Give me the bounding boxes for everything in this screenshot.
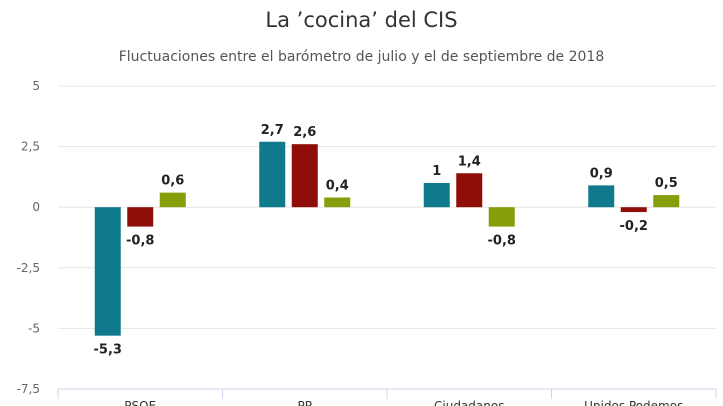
y-tick-label: 5 [32,79,40,93]
x-category-label: Unidos Podemos [584,399,683,406]
y-tick-label: -2,5 [17,261,40,275]
bar [620,207,647,213]
data-label: -0,8 [126,234,154,249]
chart-title: La ’cocina’ del CIS [265,8,458,32]
bar [291,144,318,208]
chart-subtitle: Fluctuaciones entre el barómetro de juli… [118,49,605,65]
data-label: -5,3 [94,343,122,358]
data-label: 1 [432,164,441,179]
data-label: 0,4 [326,179,349,194]
data-label: -0,2 [620,219,648,234]
bar [324,197,351,208]
data-label: 0,9 [590,166,613,181]
data-label: 0,6 [161,174,184,189]
x-category-label: PSOE [124,399,156,406]
bar [259,141,286,208]
x-category-label: PP [298,399,312,406]
data-label: 0,5 [655,176,678,191]
bar [127,207,154,227]
y-tick-label: 2,5 [21,140,40,154]
data-label: 2,6 [293,125,316,140]
y-tick-label: 0 [32,200,40,214]
bar [423,182,450,208]
y-tick-label: -5 [28,321,40,335]
data-label: 1,4 [458,154,481,169]
bar [456,173,483,208]
bar [94,207,121,336]
data-label: 2,7 [261,123,284,138]
bar [588,185,615,208]
bar [488,207,515,227]
y-tick-label: -7,5 [17,382,40,396]
x-category-label: Ciudadanos [434,399,504,406]
bar [159,192,186,208]
data-label: -0,8 [488,234,516,249]
bar [653,195,680,208]
